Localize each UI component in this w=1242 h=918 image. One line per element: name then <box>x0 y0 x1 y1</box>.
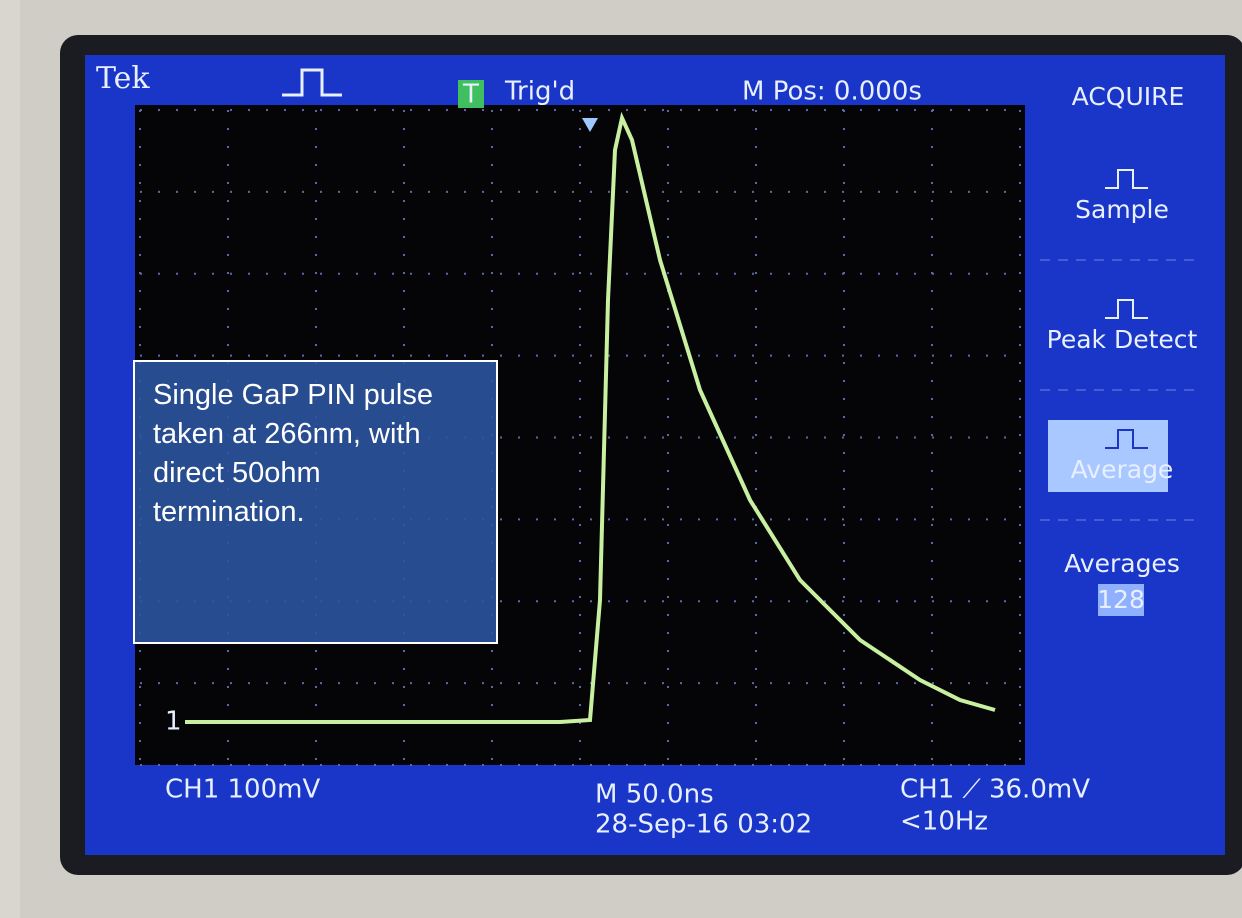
datetime: 28-Sep-16 03:02 <box>595 810 812 840</box>
trigger-level: CH1 ⟋ 36.0mV <box>900 775 1090 805</box>
m-pos: M Pos: 0.000s <box>742 77 922 107</box>
menu-title: ACQUIRE <box>1072 82 1185 111</box>
frequency: <10Hz <box>900 807 988 837</box>
menu-item[interactable]: Sample <box>1075 195 1169 224</box>
menu-item[interactable]: Average <box>1071 455 1174 484</box>
menu-value: 128 <box>1097 585 1145 614</box>
menu-item[interactable]: Averages <box>1064 549 1180 578</box>
annotation: Single GaP PIN pulse taken at 266nm, wit… <box>133 360 498 644</box>
timebase: M 50.0ns <box>595 780 714 810</box>
channel-marker: 1 <box>165 707 182 737</box>
brand: Tek <box>96 61 150 96</box>
trigger-status: Trig'd <box>504 77 575 107</box>
photo: 1 Tek T Trig'd M Pos: 0.000s ACQUIRE Sam… <box>0 0 1242 918</box>
trigger-icon: T <box>462 80 479 110</box>
ch1-scale: CH1 100mV <box>165 775 320 805</box>
menu-item[interactable]: Peak Detect <box>1047 325 1198 354</box>
